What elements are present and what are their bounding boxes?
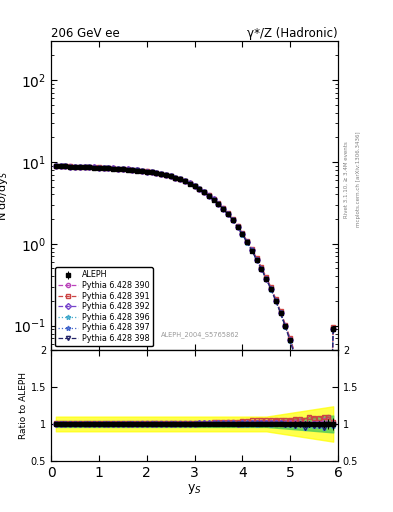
- Pythia 6.428 390: [82, 164, 87, 170]
- Pythia 6.428 398: [331, 326, 336, 332]
- Pythia 6.428 398: [326, 483, 331, 489]
- Pythia 6.428 392: [53, 163, 58, 169]
- Pythia 6.428 398: [254, 257, 259, 263]
- Pythia 6.428 397: [326, 483, 331, 489]
- Pythia 6.428 390: [331, 325, 336, 331]
- Pythia 6.428 396: [63, 163, 68, 169]
- Y-axis label: N d$\sigma$/dy$_S$: N d$\sigma$/dy$_S$: [0, 170, 10, 221]
- Pythia 6.428 397: [125, 166, 130, 173]
- Pythia 6.428 396: [331, 326, 336, 332]
- Text: ALEPH_2004_S5765862: ALEPH_2004_S5765862: [161, 331, 240, 338]
- Line: Pythia 6.428 391: Pythia 6.428 391: [54, 164, 335, 485]
- Text: γ*/Z (Hadronic): γ*/Z (Hadronic): [247, 27, 338, 40]
- Pythia 6.428 396: [125, 166, 130, 173]
- Pythia 6.428 391: [326, 480, 331, 486]
- Line: Pythia 6.428 397: Pythia 6.428 397: [53, 163, 336, 488]
- Pythia 6.428 396: [326, 483, 331, 489]
- Pythia 6.428 398: [197, 186, 202, 192]
- Pythia 6.428 391: [53, 163, 58, 169]
- Pythia 6.428 392: [63, 163, 68, 169]
- Pythia 6.428 392: [254, 257, 259, 263]
- Pythia 6.428 397: [254, 257, 259, 263]
- Line: Pythia 6.428 390: Pythia 6.428 390: [54, 164, 335, 485]
- Pythia 6.428 398: [97, 165, 101, 171]
- Pythia 6.428 390: [254, 256, 259, 262]
- Pythia 6.428 396: [82, 164, 87, 170]
- Pythia 6.428 391: [97, 164, 101, 170]
- Pythia 6.428 398: [82, 164, 87, 170]
- Pythia 6.428 391: [331, 325, 336, 331]
- Pythia 6.428 392: [331, 326, 336, 332]
- Pythia 6.428 396: [254, 257, 259, 263]
- Text: Rivet 3.1.10, ≥ 3.4M events: Rivet 3.1.10, ≥ 3.4M events: [344, 141, 349, 218]
- Pythia 6.428 397: [97, 165, 101, 171]
- Pythia 6.428 392: [326, 483, 331, 489]
- Pythia 6.428 397: [331, 326, 336, 332]
- Y-axis label: Ratio to ALEPH: Ratio to ALEPH: [19, 372, 28, 439]
- Pythia 6.428 390: [125, 166, 130, 173]
- Pythia 6.428 391: [197, 185, 202, 191]
- Text: 206 GeV ee: 206 GeV ee: [51, 27, 120, 40]
- Pythia 6.428 392: [197, 186, 202, 192]
- Pythia 6.428 392: [82, 164, 87, 170]
- Pythia 6.428 391: [82, 164, 87, 170]
- Line: Pythia 6.428 392: Pythia 6.428 392: [54, 164, 335, 488]
- Pythia 6.428 390: [326, 480, 331, 486]
- Pythia 6.428 391: [254, 255, 259, 261]
- Pythia 6.428 398: [125, 166, 130, 173]
- Pythia 6.428 391: [125, 166, 130, 173]
- Pythia 6.428 390: [97, 164, 101, 170]
- Pythia 6.428 397: [82, 164, 87, 170]
- Pythia 6.428 396: [97, 165, 101, 171]
- Line: Pythia 6.428 398: Pythia 6.428 398: [54, 164, 335, 488]
- X-axis label: y$_S$: y$_S$: [187, 482, 202, 497]
- Pythia 6.428 391: [63, 163, 68, 169]
- Pythia 6.428 398: [53, 163, 58, 169]
- Pythia 6.428 397: [53, 163, 58, 169]
- Pythia 6.428 390: [63, 163, 68, 169]
- Pythia 6.428 392: [125, 166, 130, 173]
- Pythia 6.428 390: [53, 163, 58, 169]
- Pythia 6.428 397: [63, 163, 68, 169]
- Pythia 6.428 396: [197, 186, 202, 192]
- Text: mcplots.cern.ch [arXiv:1306.3436]: mcplots.cern.ch [arXiv:1306.3436]: [356, 132, 361, 227]
- Pythia 6.428 396: [53, 163, 58, 169]
- Pythia 6.428 390: [197, 186, 202, 192]
- Pythia 6.428 392: [97, 164, 101, 170]
- Legend: ALEPH, Pythia 6.428 390, Pythia 6.428 391, Pythia 6.428 392, Pythia 6.428 396, P: ALEPH, Pythia 6.428 390, Pythia 6.428 39…: [55, 267, 152, 346]
- Pythia 6.428 397: [197, 186, 202, 192]
- Line: Pythia 6.428 396: Pythia 6.428 396: [53, 164, 336, 488]
- Pythia 6.428 398: [63, 163, 68, 169]
